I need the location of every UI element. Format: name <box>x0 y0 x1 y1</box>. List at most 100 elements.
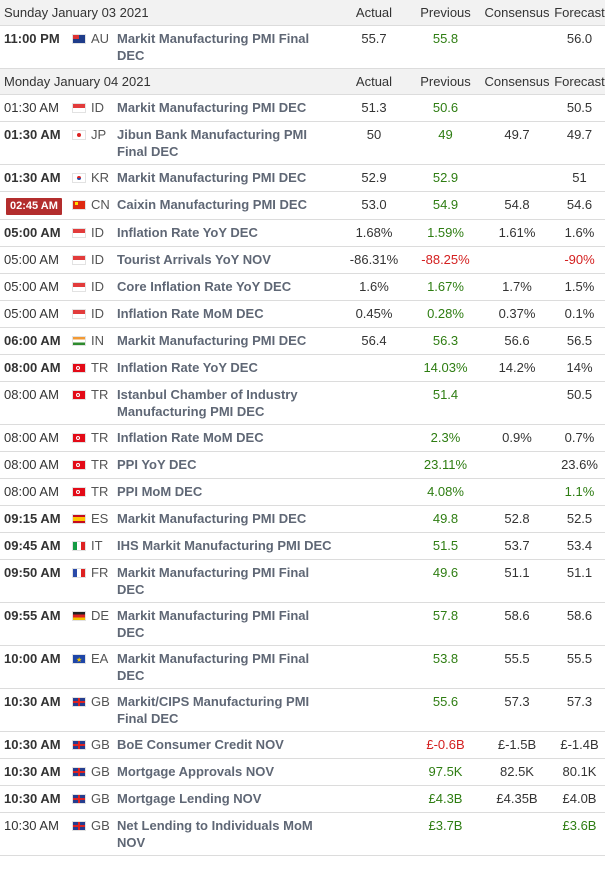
country-flag-cell <box>72 273 91 301</box>
event-row[interactable]: 10:30 AM GB Mortgage Approvals NOV 97.5K 82.… <box>0 758 605 786</box>
country-code: TR <box>91 381 117 425</box>
event-row[interactable]: 09:15 AM ES Markit Manufacturing PMI DEC 49… <box>0 505 605 533</box>
event-name-link[interactable]: Markit Manufacturing PMI DEC <box>117 94 337 122</box>
event-row[interactable]: 05:00 AM ID Inflation Rate YoY DEC 1.68% 1.5… <box>0 219 605 247</box>
event-row[interactable]: 10:30 AM GB BoE Consumer Credit NOV £-0.6B £… <box>0 731 605 759</box>
event-name-link[interactable]: Markit Manufacturing PMI Final DEC <box>117 559 337 603</box>
event-name-link[interactable]: Markit Manufacturing PMI DEC <box>117 164 337 192</box>
flag-id-icon <box>72 282 86 292</box>
actual-value: 50 <box>337 121 411 165</box>
country-code: KR <box>91 164 117 192</box>
country-code: JP <box>91 121 117 165</box>
event-name-link[interactable]: Markit Manufacturing PMI DEC <box>117 327 337 355</box>
event-name-link[interactable]: Markit Manufacturing PMI DEC <box>117 505 337 533</box>
event-name-link[interactable]: Inflation Rate MoM DEC <box>117 300 337 328</box>
country-flag-cell <box>72 758 91 786</box>
event-row[interactable]: 02:45 AM CN Caixin Manufacturing PMI DEC 53… <box>0 191 605 220</box>
event-name-link[interactable]: Markit Manufacturing PMI Final DEC <box>117 602 337 646</box>
event-row[interactable]: 08:00 AM TR Istanbul Chamber of Industry M… <box>0 381 605 425</box>
event-row[interactable]: 05:00 AM ID Core Inflation Rate YoY DEC 1.6… <box>0 273 605 301</box>
event-time-cell: 09:55 AM <box>0 602 72 646</box>
day-title: Sunday January 03 2021 <box>0 0 337 26</box>
country-flag-cell <box>72 164 91 192</box>
event-row[interactable]: 01:30 AM JP Jibun Bank Manufacturing PMI F… <box>0 121 605 165</box>
event-time-cell: 01:30 AM <box>0 94 72 122</box>
event-time: 09:55 AM <box>4 608 61 623</box>
event-time-live-badge: 02:45 AM <box>6 198 62 215</box>
country-flag-cell <box>72 25 91 69</box>
actual-value <box>337 478 411 506</box>
forecast-value: £4.0B <box>554 785 605 813</box>
event-name-link[interactable]: Markit/CIPS Manufacturing PMI Final DEC <box>117 688 337 732</box>
event-name-link[interactable]: Core Inflation Rate YoY DEC <box>117 273 337 301</box>
forecast-value: 51 <box>554 164 605 192</box>
event-name-link[interactable]: BoE Consumer Credit NOV <box>117 731 337 759</box>
flag-id-icon <box>72 228 86 238</box>
previous-value: 1.59% <box>411 219 480 247</box>
country-flag-cell <box>72 300 91 328</box>
event-row[interactable]: 11:00 PM AU Markit Manufacturing PMI Final… <box>0 25 605 69</box>
event-name-link[interactable]: Inflation Rate MoM DEC <box>117 424 337 452</box>
event-row[interactable]: 01:30 AM KR Markit Manufacturing PMI DEC 52… <box>0 164 605 192</box>
previous-value: 23.11% <box>411 451 480 479</box>
event-name-link[interactable]: Istanbul Chamber of Industry Manufacturi… <box>117 381 337 425</box>
event-row[interactable]: 08:00 AM TR PPI YoY DEC 23.11% 23.6% <box>0 451 605 479</box>
event-row[interactable]: 06:00 AM IN Markit Manufacturing PMI DEC 56… <box>0 327 605 355</box>
consensus-value <box>480 164 554 192</box>
event-name-link[interactable]: Markit Manufacturing PMI Final DEC <box>117 25 337 69</box>
event-row[interactable]: 08:00 AM TR PPI MoM DEC 4.08% 1.1% <box>0 478 605 506</box>
consensus-value: 52.8 <box>480 505 554 533</box>
event-time-cell: 10:30 AM <box>0 758 72 786</box>
event-name-link[interactable]: PPI YoY DEC <box>117 451 337 479</box>
previous-value: 57.8 <box>411 602 480 646</box>
event-name-link[interactable]: Net Lending to Individuals MoM NOV <box>117 812 337 856</box>
event-name-link[interactable]: Mortgage Lending NOV <box>117 785 337 813</box>
column-header-forecast: Forecast <box>554 0 605 26</box>
event-row[interactable]: 10:30 AM GB Net Lending to Individuals MoM… <box>0 812 605 856</box>
event-name-link[interactable]: Markit Manufacturing PMI Final DEC <box>117 645 337 689</box>
country-flag-cell <box>72 559 91 603</box>
event-time: 09:15 AM <box>4 511 61 526</box>
event-row[interactable]: 10:30 AM GB Markit/CIPS Manufacturing PMI … <box>0 688 605 732</box>
forecast-value: 1.5% <box>554 273 605 301</box>
flag-tr-icon <box>72 460 86 470</box>
event-name-link[interactable]: IHS Markit Manufacturing PMI DEC <box>117 532 337 560</box>
event-name-link[interactable]: Inflation Rate YoY DEC <box>117 354 337 382</box>
country-code: GB <box>91 731 117 759</box>
event-row[interactable]: 09:45 AM IT IHS Markit Manufacturing PMI D… <box>0 532 605 560</box>
event-row[interactable]: 05:00 AM ID Tourist Arrivals YoY NOV -86.31… <box>0 246 605 274</box>
event-name-link[interactable]: PPI MoM DEC <box>117 478 337 506</box>
forecast-value: -90% <box>554 246 605 274</box>
consensus-value <box>480 25 554 69</box>
forecast-value: 52.5 <box>554 505 605 533</box>
day-header-row: Sunday January 03 2021 Actual Previous Cons… <box>0 0 605 26</box>
event-name-link[interactable]: Jibun Bank Manufacturing PMI Final DEC <box>117 121 337 165</box>
event-row[interactable]: 01:30 AM ID Markit Manufacturing PMI DEC 51… <box>0 94 605 122</box>
event-time-cell: 08:00 AM <box>0 478 72 506</box>
country-flag-cell <box>72 478 91 506</box>
event-name-link[interactable]: Inflation Rate YoY DEC <box>117 219 337 247</box>
previous-value: 49.6 <box>411 559 480 603</box>
event-row[interactable]: 09:50 AM FR Markit Manufacturing PMI Final… <box>0 559 605 603</box>
event-row[interactable]: 09:55 AM DE Markit Manufacturing PMI Final… <box>0 602 605 646</box>
event-time-cell: 01:30 AM <box>0 121 72 165</box>
consensus-value: 1.61% <box>480 219 554 247</box>
event-row[interactable]: 08:00 AM TR Inflation Rate YoY DEC 14.03% 14… <box>0 354 605 382</box>
event-time: 10:30 AM <box>4 694 61 709</box>
event-row[interactable]: 10:30 AM GB Mortgage Lending NOV £4.3B £4.35… <box>0 785 605 813</box>
event-row[interactable]: 05:00 AM ID Inflation Rate MoM DEC 0.45% 0.2… <box>0 300 605 328</box>
event-name-link[interactable]: Tourist Arrivals YoY NOV <box>117 246 337 274</box>
event-name-link[interactable]: Caixin Manufacturing PMI DEC <box>117 191 337 220</box>
previous-value: 4.08% <box>411 478 480 506</box>
event-row[interactable]: 08:00 AM TR Inflation Rate MoM DEC 2.3% 0.9%… <box>0 424 605 452</box>
country-code: TR <box>91 451 117 479</box>
country-flag-cell <box>72 354 91 382</box>
event-time: 05:00 AM <box>4 225 61 240</box>
event-time-cell: 01:30 AM <box>0 164 72 192</box>
event-time: 09:50 AM <box>4 565 61 580</box>
flag-cn-icon <box>72 200 86 210</box>
forecast-value: 1.6% <box>554 219 605 247</box>
country-code: GB <box>91 758 117 786</box>
event-name-link[interactable]: Mortgage Approvals NOV <box>117 758 337 786</box>
